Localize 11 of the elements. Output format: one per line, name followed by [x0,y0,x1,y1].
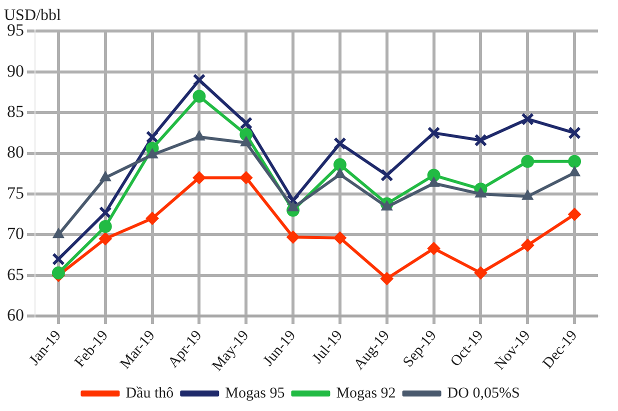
y-tick-label: 70 [7,224,24,244]
legend-label: DO 0,05%S [447,385,520,402]
legend-label: Mogas 95 [225,385,285,402]
legend-label: Mogas 92 [336,385,396,402]
legend-label: Dầu thô [126,385,174,402]
y-tick-label: 90 [7,61,24,80]
y-tick-label: 65 [7,264,24,284]
y-tick-label: 60 [7,306,24,325]
y-tick-label: 75 [7,183,24,202]
y-tick-label: 80 [7,142,24,162]
y-tick-label: 85 [7,102,24,122]
